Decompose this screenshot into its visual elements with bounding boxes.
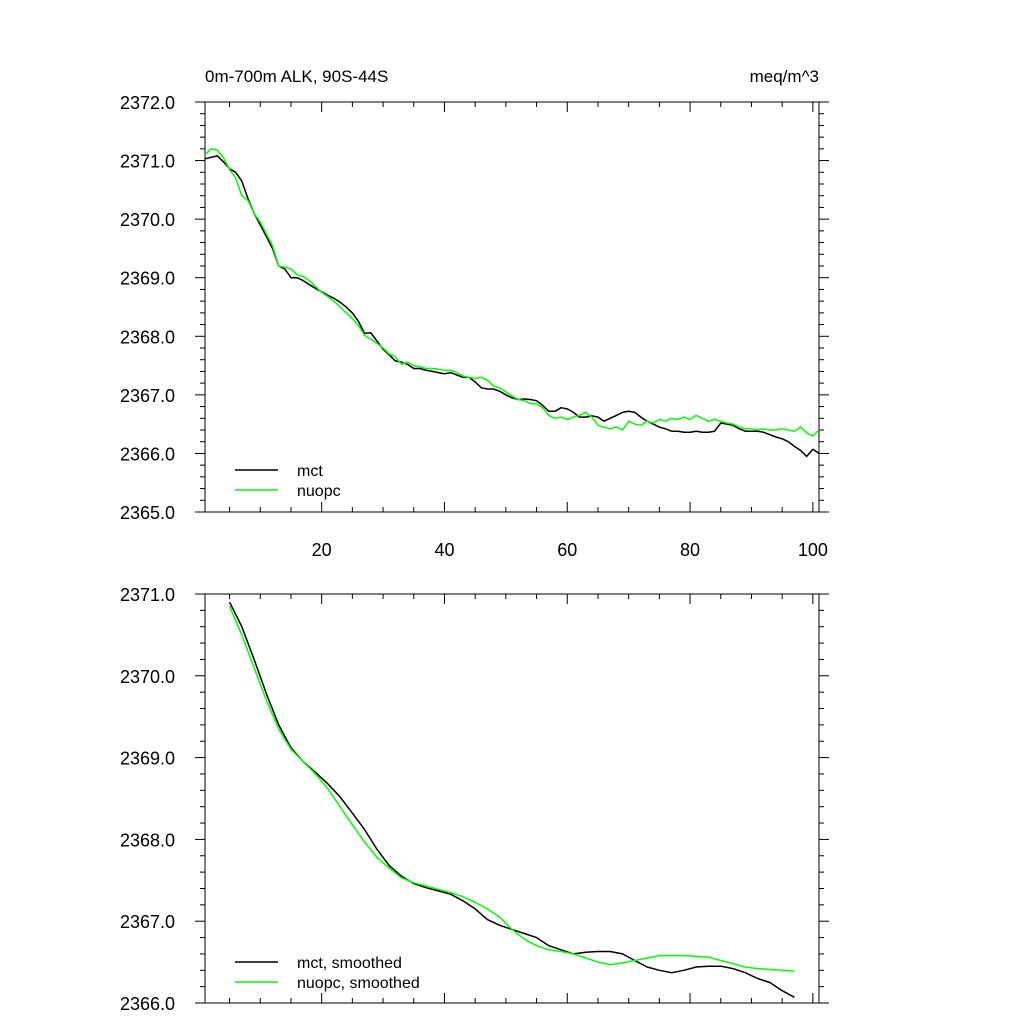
bottom-plot-frame (204, 593, 820, 1004)
top-series-nuopc (204, 148, 820, 437)
top-x-tick-label: 80 (680, 540, 700, 560)
bottom-plot: 2366.0 2367.0 2368.0 2369.0 2370.0 2371.0 mct… (120, 585, 829, 1014)
legend-label-mct-smoothed: mct, smoothed (297, 955, 402, 972)
bottom-axes: 2366.0 2367.0 2368.0 2369.0 2370.0 2371.0 (120, 585, 829, 1014)
bottom-y-tick-label: 2371.0 (120, 585, 175, 605)
top-y-tick-label: 2372.0 (120, 93, 175, 113)
bottom-y-tick-label: 2369.0 (120, 749, 175, 769)
bottom-y-tick-label: 2368.0 (120, 830, 175, 850)
top-y-tick-label: 2367.0 (120, 386, 175, 406)
top-x-tick-label: 40 (434, 540, 454, 560)
top-series-mct (204, 155, 820, 458)
top-x-tick-label: 60 (557, 540, 577, 560)
top-y-tick-label: 2370.0 (120, 210, 175, 230)
bottom-series (228, 601, 795, 998)
top-y-tick-label: 2371.0 (120, 152, 175, 172)
bottom-y-tick-label: 2366.0 (120, 994, 175, 1014)
top-y-tick-label: 2369.0 (120, 269, 175, 289)
legend-label-nuopc: nuopc (297, 483, 341, 500)
top-axes: 20 40 60 80 100 2365.0 2366.0 2367.0 2368.0 2369.… (120, 93, 829, 560)
top-y-tick-label: 2365.0 (120, 503, 175, 523)
legend-label-nuopc-smoothed: nuopc, smoothed (297, 975, 420, 992)
bottom-series-nuopc-smoothed (228, 606, 795, 972)
bottom-legend: mct, smoothed nuopc, smoothed (235, 955, 420, 992)
top-series (204, 148, 820, 458)
bottom-series-mct-smoothed (228, 601, 795, 998)
top-plot: 0m-700m ALK, 90S-44S meq/m^3 20 40 60 80 100… (120, 67, 829, 560)
top-y-tick-label: 2366.0 (120, 444, 175, 464)
bottom-y-tick-label: 2367.0 (120, 912, 175, 932)
top-x-tick-label: 100 (798, 540, 828, 560)
bottom-y-tick-label: 2370.0 (120, 667, 175, 687)
top-plot-units: meq/m^3 (750, 67, 819, 86)
top-legend: mct nuopc (235, 463, 341, 500)
legend-label-mct: mct (297, 463, 323, 480)
top-x-tick-label: 20 (312, 540, 332, 560)
top-plot-frame (204, 101, 820, 513)
top-plot-title: 0m-700m ALK, 90S-44S (205, 67, 388, 86)
top-y-tick-label: 2368.0 (120, 327, 175, 347)
